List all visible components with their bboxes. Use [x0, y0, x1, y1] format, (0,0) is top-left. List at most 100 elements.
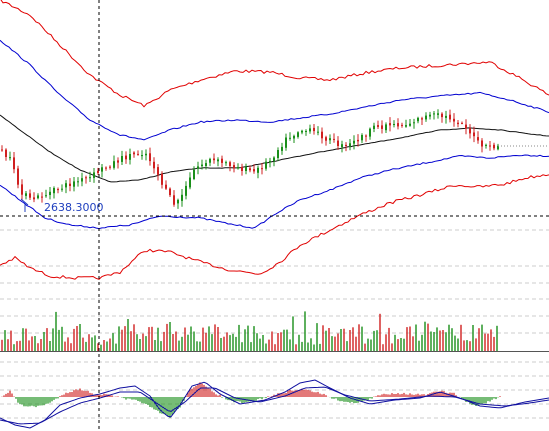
candle-body: [465, 124, 467, 129]
volume-bars: [1, 311, 498, 351]
candle-body: [225, 162, 227, 164]
candle-body: [401, 124, 403, 126]
candle-body: [433, 113, 435, 115]
candle-body: [49, 191, 51, 195]
candle-body: [309, 128, 311, 132]
candle-body: [457, 122, 459, 125]
candle-body: [189, 177, 191, 188]
candle-body: [409, 123, 411, 126]
candle-body: [353, 140, 355, 144]
candle-body: [173, 195, 175, 205]
candle-body: [453, 118, 455, 122]
candle-body: [449, 114, 451, 120]
candle-body: [349, 143, 351, 147]
grid-lines: [0, 229, 549, 419]
candle-body: [497, 145, 499, 150]
candle-body: [261, 168, 263, 170]
candle-body: [169, 188, 171, 196]
candle-body: [145, 153, 147, 156]
candle-body: [413, 122, 415, 124]
candle-body: [357, 139, 359, 142]
candle-body: [313, 127, 315, 132]
candle-body: [209, 158, 211, 163]
candle-body: [473, 132, 475, 137]
candle-body: [53, 188, 55, 194]
candle-body: [177, 199, 179, 204]
candle-body: [345, 144, 347, 146]
candle-body: [125, 155, 127, 160]
candle-body: [221, 158, 223, 163]
candle-body: [437, 113, 439, 115]
candle-body: [97, 170, 99, 173]
candle-body: [121, 156, 123, 162]
crosshair-cursor-icon: [20, 198, 29, 212]
candle-body: [389, 123, 391, 126]
candle-body: [73, 181, 75, 187]
candle-body: [289, 137, 291, 139]
candle-body: [93, 172, 95, 178]
candle-body: [253, 169, 255, 172]
candle-body: [297, 132, 299, 137]
candle-body: [469, 128, 471, 134]
candle-body: [393, 124, 395, 125]
candle-body: [165, 184, 167, 189]
candle-body: [25, 193, 27, 196]
candle-body: [197, 166, 199, 169]
upper-outer-band-line: [0, 0, 549, 108]
candle-body: [77, 181, 79, 183]
candle-body: [233, 165, 235, 169]
candle-body: [489, 145, 491, 147]
candle-body: [381, 125, 383, 129]
candle-body: [89, 177, 91, 179]
candle-body: [377, 125, 379, 127]
candle-body: [185, 185, 187, 196]
candle-body: [269, 160, 271, 163]
candle-body: [149, 153, 151, 162]
candle-body: [241, 166, 243, 171]
candle-body: [321, 131, 323, 139]
candle-body: [277, 150, 279, 158]
candle-body: [33, 197, 35, 200]
candle-body: [81, 178, 83, 182]
candle-body: [333, 138, 335, 140]
candle-body: [1, 149, 3, 151]
candle-body: [405, 125, 407, 127]
candle-body: [293, 135, 295, 139]
lower-outer-band-line: [0, 174, 549, 280]
lower-inner-band-line: [0, 154, 549, 230]
candle-body: [245, 166, 247, 171]
candle-body: [69, 183, 71, 186]
candle-body: [325, 137, 327, 141]
candle-body: [13, 157, 15, 170]
candle-body: [29, 193, 31, 198]
candle-body: [45, 195, 47, 197]
candle-body: [481, 140, 483, 147]
candle-body: [265, 161, 267, 169]
candle-body: [113, 161, 115, 168]
candle-body: [57, 189, 59, 191]
candle-body: [429, 114, 431, 117]
candle-body: [129, 154, 131, 160]
candle-body: [205, 163, 207, 166]
candle-body: [9, 157, 11, 159]
candle-body: [21, 184, 23, 195]
candle-body: [5, 149, 7, 157]
candle-body: [201, 164, 203, 167]
candle-body: [425, 115, 427, 120]
candle-body: [141, 155, 143, 157]
candle-body: [41, 196, 43, 198]
candle-body: [305, 131, 307, 132]
candle-body: [229, 162, 231, 167]
candle-body: [161, 173, 163, 185]
candle-body: [249, 168, 251, 171]
candle-body: [385, 124, 387, 131]
candle-body: [485, 144, 487, 146]
candle-body: [193, 169, 195, 179]
candle-body: [369, 128, 371, 137]
candle-body: [257, 167, 259, 173]
candle-body: [117, 160, 119, 163]
candle-body: [109, 166, 111, 168]
